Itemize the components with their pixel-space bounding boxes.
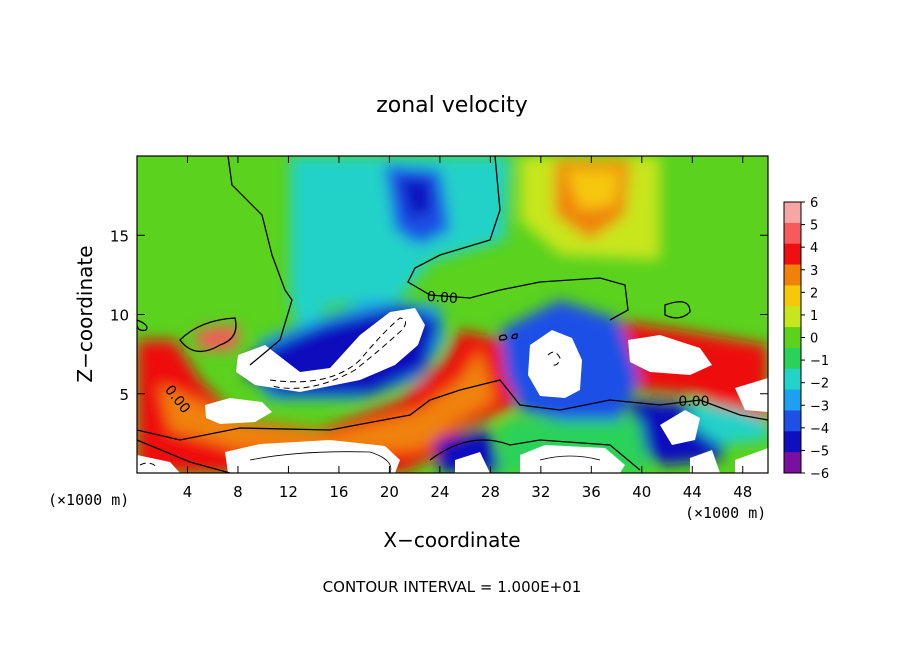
y-axis: 5 10 15 (110, 227, 768, 404)
colorbar-swatch (784, 431, 801, 453)
colorbar-swatch (784, 347, 801, 370)
x-tick-label: 28 (481, 483, 500, 501)
velocity-field (137, 156, 768, 473)
contour-zero-center-left (498, 333, 518, 341)
x-axis-label: X−coordinate (383, 528, 520, 552)
colorbar-swatch (784, 306, 801, 328)
colorbar-tick-label: −2 (810, 377, 829, 392)
white-region-bottom-mid (455, 452, 490, 473)
colorbar-tick-label: 2 (810, 286, 818, 301)
colorbar-tick-label: −6 (810, 467, 829, 482)
saturation-regions (137, 308, 768, 473)
colorbar-swatch (784, 389, 801, 411)
contour-positive-bottom (249, 451, 392, 473)
colorbar-tick-label: −5 (810, 444, 829, 459)
white-region-bottom-left-corner (137, 455, 180, 473)
field-region-cyan-upper (290, 156, 510, 340)
colorbar-tick-label: 5 (810, 219, 818, 234)
colorbar-tick-label: 3 (810, 264, 818, 279)
colorbar: 6 5 4 3 2 1 0 −1 −2 −3 −4 −5 −6 (783, 196, 829, 482)
colorbar-tick-label: −4 (810, 422, 829, 437)
contour-label: 0.00 (426, 289, 458, 307)
colorbar-tick-label: 0 (810, 332, 818, 347)
x-tick-label: 32 (531, 483, 550, 501)
x-tick-label: 36 (582, 483, 601, 501)
positive-contours (249, 451, 601, 473)
x-tick-label: 12 (279, 483, 298, 501)
white-region-bottom-right (690, 450, 720, 473)
white-region-right (628, 335, 712, 375)
white-region-far-right (735, 378, 768, 412)
field-region-cyan-right (690, 400, 768, 445)
x-axis-unit-left: (×1000 m) (48, 491, 129, 509)
white-region-bottom-left (225, 440, 400, 473)
contour-label: 0.00 (678, 394, 709, 410)
x-axis-unit-right: (×1000 m) (685, 504, 766, 522)
colorbar-tick-label: −3 (810, 399, 829, 414)
contour-lines (137, 156, 768, 473)
contour-negative-bottom-left (139, 462, 159, 469)
colorbar-swatch (784, 410, 801, 432)
colorbar-swatch (784, 264, 801, 286)
white-region-center (528, 330, 582, 398)
white-region-bottom-center (520, 445, 625, 473)
y-tick-label: 10 (110, 307, 129, 325)
contour-zero-loop-right (664, 301, 691, 319)
y-axis-label: Z−coordinate (73, 245, 97, 382)
contour-negative-main (269, 317, 406, 389)
colorbar-swatch (784, 222, 801, 245)
contour-negative-center (547, 351, 561, 366)
field-region-yellow-upper-2 (565, 170, 620, 210)
white-region-lower-left (205, 398, 272, 424)
colorbar-swatch (784, 243, 801, 266)
colorbar-swatch (784, 202, 801, 224)
x-tick-label: 48 (733, 483, 752, 501)
contour-zero-upper (407, 156, 629, 321)
x-tick-label: 4 (183, 483, 193, 501)
contour-zero-loop-left (179, 317, 237, 352)
white-region-main (236, 308, 425, 392)
x-tick-label: 24 (430, 483, 449, 501)
contour-zero-main (227, 156, 293, 366)
field-region-orange-left (160, 350, 495, 455)
chart-title: zonal velocity (376, 93, 528, 118)
colorbar-tick-label: −1 (810, 354, 829, 369)
field-region-blue-core-2 (400, 178, 432, 218)
x-tick-label: 16 (329, 483, 348, 501)
x-tick-label: 40 (632, 483, 651, 501)
x-axis: 4 8 12 16 20 24 28 32 36 40 44 48 (183, 156, 752, 501)
x-tick-label: 20 (380, 483, 399, 501)
contour-positive-bottom-center (539, 455, 601, 461)
white-region-right-lower (660, 410, 700, 445)
contour-zero-lower-band (137, 379, 768, 441)
x-tick-label: 8 (233, 483, 243, 501)
contour-zero-left-edge (137, 319, 148, 332)
colorbar-swatch (784, 368, 801, 391)
y-tick-label: 5 (119, 386, 129, 404)
field-region-pink-upper-left (195, 325, 240, 350)
colorbar-tick-label: 6 (810, 196, 818, 211)
contour-zero-bottom (137, 439, 231, 473)
x-tick-label: 44 (683, 483, 702, 501)
colorbar-tick-label: 4 (810, 241, 818, 256)
colorbar-swatch (784, 327, 801, 349)
y-tick-label: 15 (110, 227, 129, 245)
negative-contours (139, 317, 561, 469)
colorbar-swatch (784, 285, 801, 307)
contour-interval-note: CONTOUR INTERVAL = 1.000E+01 (323, 578, 582, 596)
colorbar-tick-label: 1 (810, 309, 818, 324)
colorbar-swatch (784, 452, 801, 474)
contour-zero-bottom-mid (429, 439, 641, 471)
